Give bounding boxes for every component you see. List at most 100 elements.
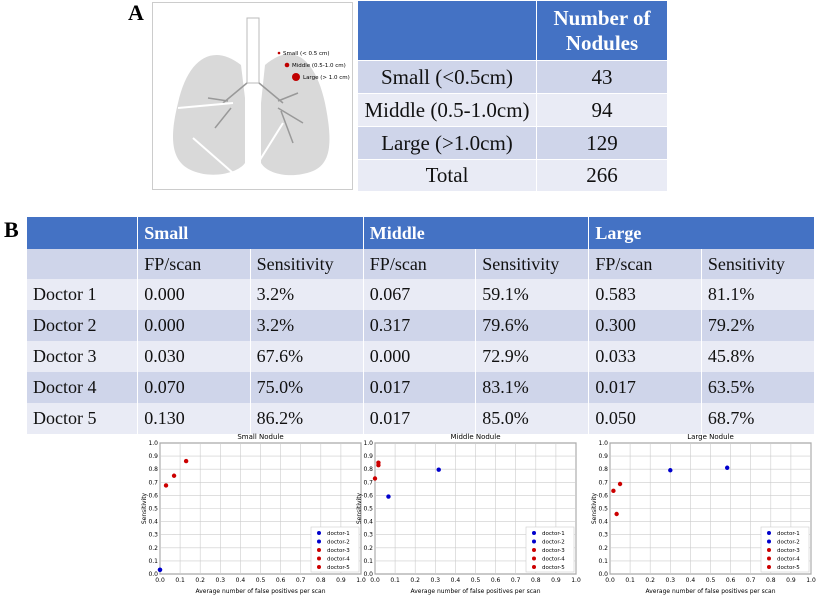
data-point-doctor-5: [617, 481, 623, 487]
data-point-doctor-5: [376, 460, 381, 465]
x-tick-label: 0.2: [195, 577, 205, 584]
legend-marker: [767, 556, 771, 561]
doctor-label: Doctor 5: [25, 403, 138, 434]
x-tick-label: 1.0: [571, 577, 581, 584]
y-tick-label: 0.3: [598, 532, 608, 539]
x-tick-label: 0.1: [390, 577, 400, 584]
small-nodule-marker: [277, 51, 281, 55]
y-tick-label: 0.5: [598, 506, 608, 513]
legend-label: doctor-4: [777, 557, 800, 563]
y-tick-label: 0.0: [148, 571, 158, 578]
cell-value: 86.2%: [249, 403, 364, 434]
x-tick-label: 0.8: [766, 577, 776, 584]
x-tick-label: 0.9: [786, 577, 796, 584]
y-tick-label: 0.8: [148, 466, 158, 473]
x-tick-label: 0.9: [336, 577, 346, 584]
subheader: Sensitivity: [249, 249, 364, 279]
y-tick-label: 0.4: [598, 519, 608, 526]
doctor-label: Doctor 1: [25, 279, 138, 310]
data-point-doctor-3: [614, 511, 619, 517]
cell-value: 0.050: [588, 403, 702, 434]
x-axis-label: Average number of false positives per sc…: [645, 588, 775, 595]
header-blank: [25, 217, 138, 249]
y-tick-label: 0.0: [363, 571, 373, 578]
x-tick-label: 0.5: [471, 577, 481, 584]
y-tick-label: 0.2: [598, 545, 608, 552]
x-tick-label: 1.0: [806, 577, 816, 584]
table-row: Doctor 4 0.070 75.0% 0.017 83.1% 0.017 63.5%: [25, 372, 814, 403]
cell-value: 59.1%: [475, 279, 589, 310]
y-tick-label: 0.3: [363, 532, 373, 539]
x-tick-label: 0.5: [706, 577, 716, 584]
y-tick-label: 0.9: [148, 453, 158, 460]
y-tick-label: 0.0: [598, 571, 608, 578]
y-tick-label: 0.7: [363, 479, 373, 486]
x-axis-label: Average number of false positives per sc…: [410, 588, 540, 595]
x-tick-label: 0.3: [431, 577, 441, 584]
x-tick-label: 0.8: [316, 577, 326, 584]
legend-label: doctor-3: [327, 548, 350, 554]
cell-value: 0.300: [588, 310, 702, 341]
cell-value: 0.017: [588, 372, 702, 403]
row-label: Large (>1.0cm): [357, 126, 537, 160]
doctor-label: Doctor 4: [25, 372, 138, 403]
subheader: Sensitivity: [475, 249, 589, 279]
y-tick-label: 0.1: [598, 558, 608, 565]
y-tick-label: 0.6: [598, 492, 608, 499]
legend-marker: [317, 539, 321, 544]
middle-nodule-marker: [284, 62, 290, 68]
table-row: Small (<0.5cm) 43: [357, 60, 668, 94]
cell-value: 0.130: [137, 403, 251, 434]
row-label: Small (<0.5cm): [357, 60, 537, 94]
y-tick-label: 1.0: [363, 440, 373, 447]
cell-value: 0.000: [362, 341, 476, 372]
y-tick-label: 0.8: [598, 466, 608, 473]
y-tick-label: 0.1: [363, 558, 373, 565]
legend-label: doctor-1: [777, 531, 800, 537]
x-tick-label: 0.8: [531, 577, 541, 584]
y-tick-label: 0.5: [148, 506, 158, 513]
x-tick-label: 0.0: [155, 577, 165, 584]
data-point-doctor-5: [183, 458, 189, 464]
x-tick-label: 0.5: [256, 577, 266, 584]
row-label: Middle (0.5-1.0cm): [357, 93, 537, 127]
x-tick-label: 0.9: [551, 577, 561, 584]
y-tick-label: 1.0: [148, 440, 158, 447]
data-point-doctor-1: [386, 494, 391, 499]
cell-value: 63.5%: [700, 372, 814, 403]
table-row: Large (>1.0cm) 129: [357, 126, 668, 160]
cell-value: 45.8%: [700, 341, 814, 372]
legend-marker: [767, 531, 771, 535]
y-tick-label: 0.8: [363, 466, 373, 473]
nodule-count-table: Number of Nodules Small (<0.5cm) 43 Middl…: [357, 0, 668, 192]
y-tick-label: 0.9: [363, 453, 373, 460]
legend-marker: [532, 531, 536, 535]
group-small: Small: [137, 217, 364, 249]
y-tick-label: 0.4: [363, 519, 373, 526]
legend-large: Large (> 1.0 cm): [303, 75, 350, 81]
panel-a-label: A: [128, 0, 144, 25]
legend-marker: [767, 548, 771, 552]
cell-value: 0.067: [362, 279, 476, 310]
scatter-chart-2: 0.0 0.0 0.1 0.1 0.2 0.2 0.3 0.3 0.4 0.4 0.5 0.5 0.6 0…: [355, 430, 587, 597]
x-tick-label: 0.7: [511, 577, 521, 584]
x-tick-label: 0.7: [746, 577, 756, 584]
legend-label: doctor-3: [777, 548, 800, 554]
x-tick-label: 0.4: [686, 577, 696, 584]
x-tick-label: 0.6: [491, 577, 501, 584]
legend-marker: [532, 548, 536, 552]
cell-value: 0.583: [588, 279, 702, 310]
y-tick-label: 0.6: [148, 492, 158, 499]
x-tick-label: 0.0: [605, 577, 615, 584]
right-lung: [173, 54, 245, 175]
cell-value: 0.030: [137, 341, 251, 372]
doctor-performance-table: Small Middle Large FP/scan Sensitivity FP/…: [25, 217, 814, 434]
legend-marker: [532, 539, 536, 544]
header-blank: [357, 0, 537, 61]
x-tick-label: 0.2: [645, 577, 655, 584]
data-point-doctor-2: [157, 567, 163, 573]
legend-label: doctor-1: [542, 531, 565, 537]
x-tick-label: 0.1: [625, 577, 635, 584]
cell-value: 3.2%: [249, 310, 364, 341]
data-point-doctor-3: [372, 476, 378, 481]
